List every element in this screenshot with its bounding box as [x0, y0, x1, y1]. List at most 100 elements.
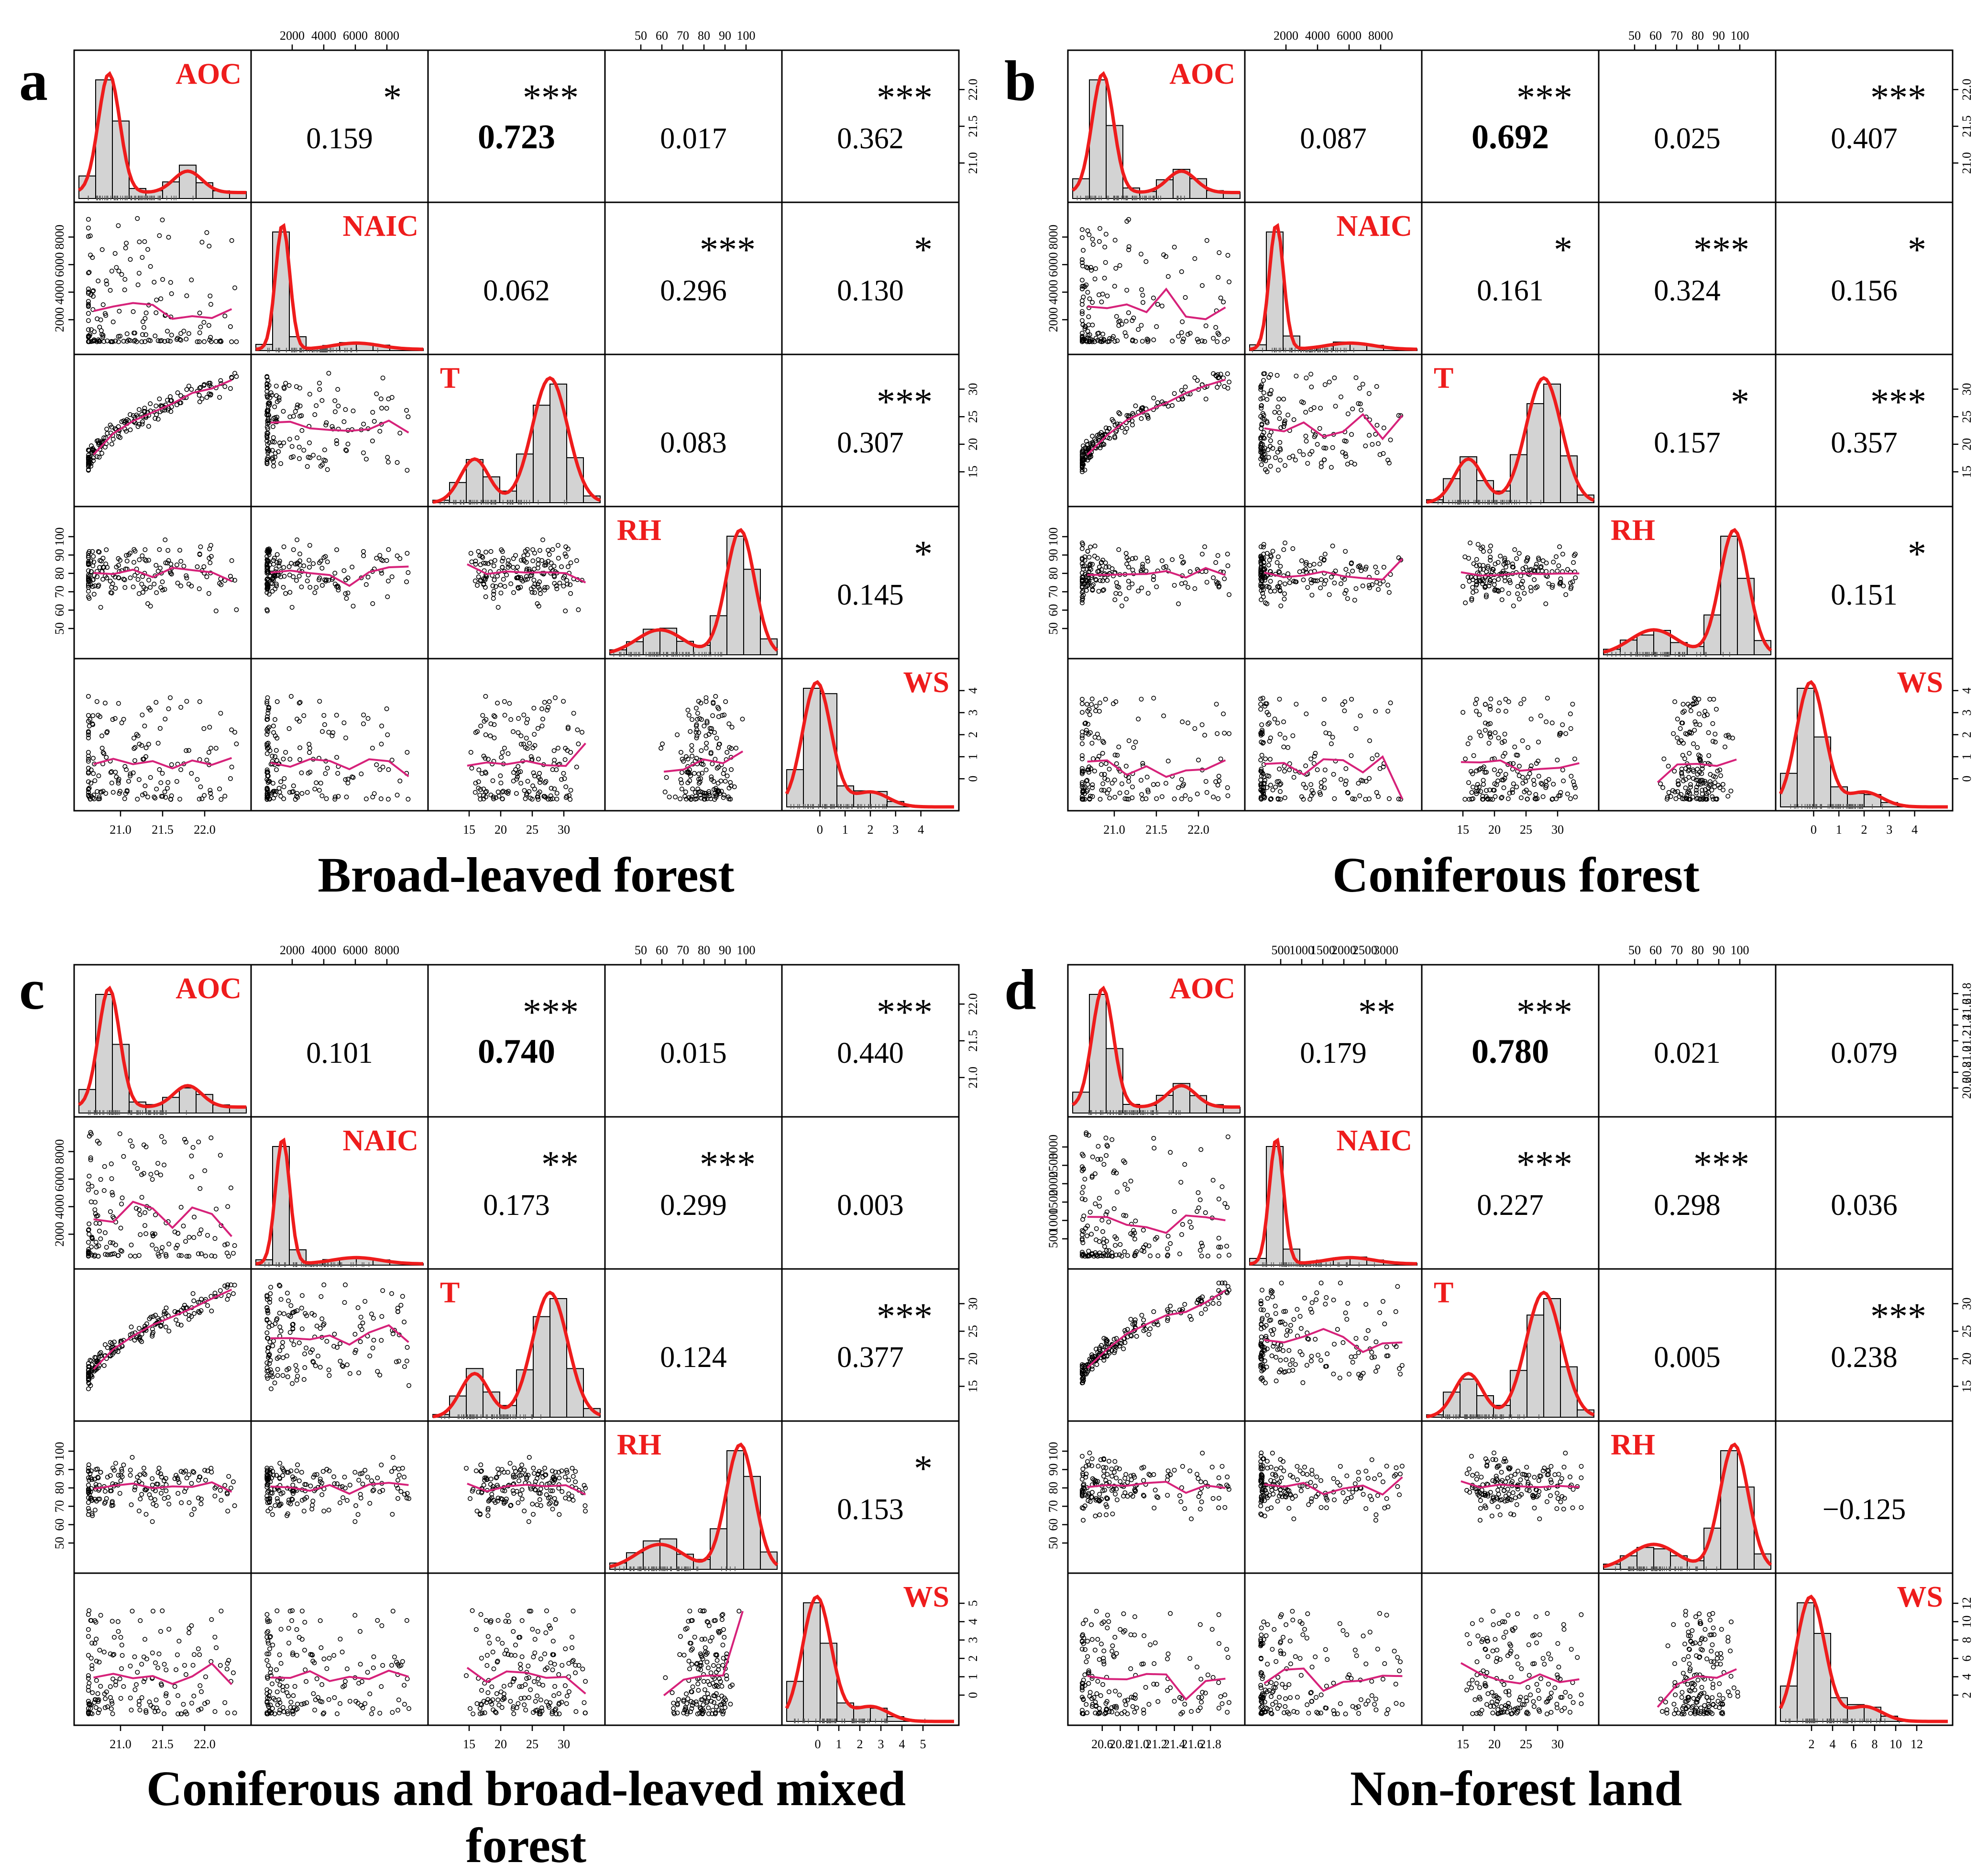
scatter-point: [143, 240, 146, 243]
tick-label: 3: [892, 823, 899, 837]
scatter-point: [1269, 579, 1273, 583]
scatter-point: [1139, 697, 1143, 701]
scatter-point: [274, 567, 278, 571]
scatter-point: [1221, 712, 1225, 716]
scatter-point: [1376, 441, 1380, 445]
scatter-point: [563, 552, 567, 556]
scatter-point: [1503, 732, 1506, 736]
scatter-point: [1481, 778, 1485, 782]
scatter-point: [132, 1161, 136, 1165]
scatter-point: [155, 1171, 159, 1175]
scatter-point: [169, 280, 173, 284]
scatter-point: [1131, 568, 1134, 572]
scatter-point: [198, 331, 202, 335]
scatter-point: [227, 1254, 231, 1258]
scatter-point: [1093, 277, 1097, 281]
correlation-aoc-ws: ***0.407: [1831, 77, 1926, 155]
scatter-point: [1204, 780, 1208, 783]
scatter-point: [1098, 797, 1102, 801]
scatter-point: [117, 701, 121, 705]
scatter-point: [160, 218, 164, 222]
scatter-point: [176, 581, 179, 585]
scatter-point: [110, 442, 114, 446]
scatter-point: [503, 713, 506, 717]
scatter-point: [663, 790, 667, 794]
scatter-point: [1461, 710, 1465, 714]
scatter-point: [1546, 696, 1549, 700]
tick-label: 22.0: [1187, 823, 1209, 837]
scatter-point: [110, 269, 114, 273]
scatter-point: [1226, 372, 1230, 375]
scatter-point: [1504, 565, 1508, 569]
scatter-point: [132, 339, 136, 343]
scatter-point: [159, 297, 163, 300]
scatter-point: [273, 405, 276, 408]
scatter-point: [532, 578, 536, 582]
scatter-point: [569, 750, 572, 754]
scatter-point: [185, 387, 188, 391]
scatter-point: [373, 419, 376, 423]
scatter-point: [100, 734, 104, 738]
scatter-point: [230, 765, 233, 769]
scatter-point: [320, 1317, 324, 1321]
scatter-point: [114, 1243, 118, 1247]
scatter-point: [1196, 337, 1199, 341]
scatter-point: [319, 1365, 322, 1369]
scatter-point: [190, 1175, 194, 1179]
scatter-point: [1271, 549, 1274, 553]
scatter-point: [1180, 582, 1184, 585]
scatter-point: [137, 592, 141, 595]
scatter-point: [1700, 792, 1704, 796]
scatter-point: [290, 444, 294, 448]
scatter-point: [195, 565, 199, 569]
scatter-point: [1227, 732, 1231, 736]
scatter-point: [1354, 727, 1358, 730]
scatter-point: [1214, 325, 1218, 329]
tick-label: 21.5: [966, 115, 980, 137]
scatter-point: [1278, 564, 1282, 568]
scatter-point: [281, 585, 285, 589]
scatter-point: [198, 1187, 202, 1191]
scatter-point: [1136, 328, 1140, 331]
scatter-point: [1097, 589, 1100, 593]
scatter-point: [1267, 563, 1271, 567]
scatter-point: [1475, 557, 1479, 561]
scatter-point: [378, 1373, 382, 1377]
scatter-point: [1318, 406, 1322, 410]
scatter-point: [230, 340, 233, 343]
scatter-point: [1537, 774, 1541, 778]
scatter-point: [1504, 697, 1507, 701]
correlation-value: 0.017: [660, 122, 727, 155]
histogram-rh: RH: [610, 514, 777, 657]
scatter-point: [405, 551, 409, 555]
scatter-point: [311, 562, 315, 565]
tick-label: 0: [966, 776, 980, 782]
scatter-point: [371, 746, 374, 750]
scatter-point: [143, 1211, 147, 1214]
scatter-point: [1504, 709, 1508, 713]
scatter-point: [526, 553, 529, 557]
correlation-naic-ws: *0.156: [1831, 229, 1926, 307]
scatter-point: [1265, 397, 1269, 401]
scatter-point: [178, 548, 182, 552]
scatter-point: [275, 384, 278, 388]
scatter-point: [271, 425, 275, 429]
scatter-point: [1537, 740, 1540, 744]
scatter-point: [1308, 452, 1312, 456]
scatter-point: [1358, 794, 1362, 798]
scatter-point: [1373, 709, 1377, 713]
scatter-point: [1278, 441, 1282, 444]
scatter-point: [1375, 571, 1379, 574]
scatter-point: [284, 750, 287, 754]
tick-label: 4000: [1305, 29, 1330, 43]
significance-stars: *: [1731, 381, 1749, 422]
scatter-point: [182, 564, 186, 568]
scatter-point: [1268, 757, 1272, 761]
scatter-point: [526, 779, 529, 783]
scatter-point: [519, 734, 523, 738]
scatter-point: [1540, 782, 1544, 786]
scatter-point: [284, 381, 287, 385]
tick-label: 20: [1488, 823, 1501, 837]
scatter-point: [725, 750, 729, 754]
